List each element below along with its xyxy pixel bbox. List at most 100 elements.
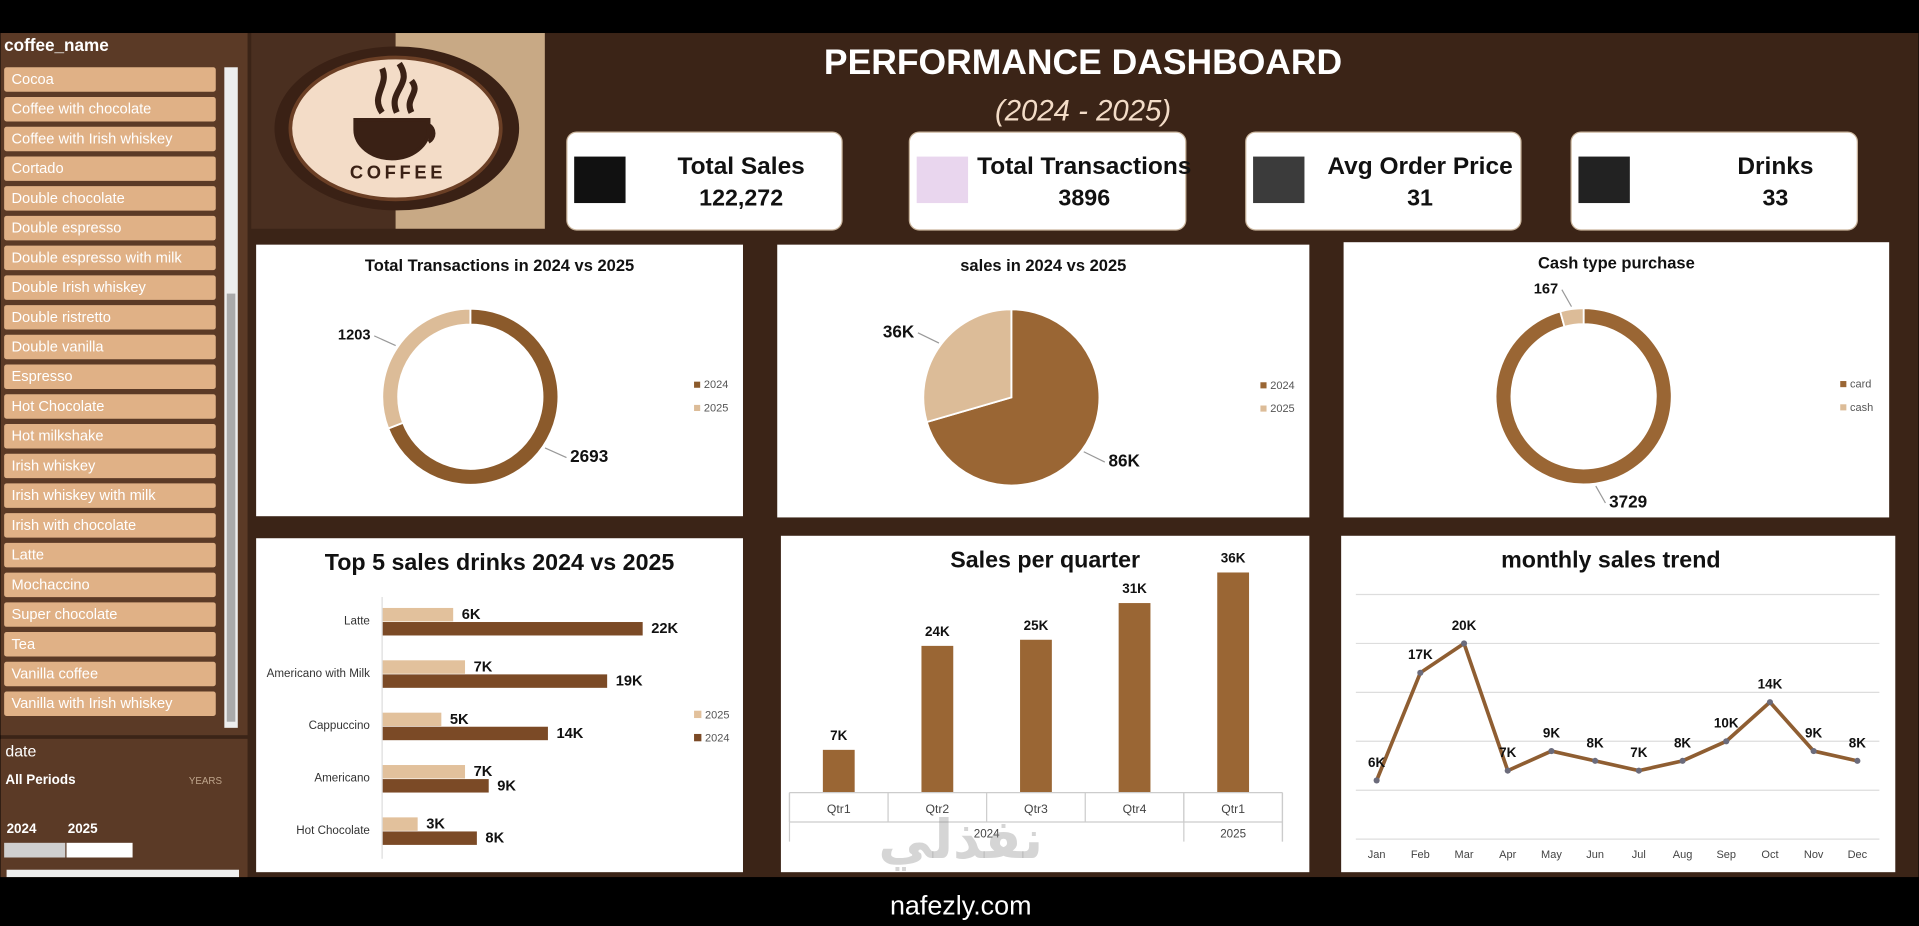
slicer-item-label: Super chocolate xyxy=(11,607,117,623)
slicer-item[interactable] xyxy=(4,126,216,152)
x-tick-label: Jan xyxy=(1368,849,1386,861)
kpi-card xyxy=(1245,131,1522,231)
logo-steam xyxy=(374,61,418,115)
slicer-item-label: Vanilla coffee xyxy=(11,666,98,682)
slicer-item[interactable] xyxy=(4,394,216,419)
slicer-item[interactable] xyxy=(4,423,216,449)
period-label: All Periods xyxy=(5,772,75,787)
slicer-item[interactable] xyxy=(4,483,216,508)
slicer-item-label: Irish with chocolate xyxy=(11,518,136,534)
data-label: 8K xyxy=(1587,735,1604,750)
data-label: 5K xyxy=(450,712,469,728)
data-label: 7K xyxy=(1630,745,1647,760)
timeline-bar[interactable] xyxy=(4,842,66,858)
point xyxy=(1592,757,1599,764)
slicer-item-label: Double chocolate xyxy=(11,191,124,207)
point xyxy=(1504,767,1511,774)
slicer-item[interactable] xyxy=(4,215,216,241)
slicer-item[interactable] xyxy=(4,186,216,211)
legend-label: 2025 xyxy=(705,710,729,722)
point xyxy=(1679,757,1686,764)
slicer-item[interactable] xyxy=(4,572,216,598)
kpi-label: Avg Order Price xyxy=(1327,153,1512,180)
slicer-item[interactable] xyxy=(4,542,216,568)
category-label: Latte xyxy=(344,614,370,627)
slicer-item[interactable] xyxy=(4,602,216,627)
data-label: 36K xyxy=(883,322,915,341)
slicer-item[interactable] xyxy=(4,245,216,271)
slicer-item[interactable] xyxy=(4,691,216,716)
data-label: 14K xyxy=(556,726,583,742)
x-tick-label: Feb xyxy=(1411,849,1430,861)
legend-swatch xyxy=(1840,381,1847,388)
bar xyxy=(382,622,643,636)
slicer-item-label: Irish whiskey xyxy=(11,458,96,474)
category-label: Cappuccino xyxy=(309,719,370,732)
legend-swatch xyxy=(1260,382,1267,389)
kpi-row: Total Sales 122,272 Total Transactions 3896… xyxy=(566,131,1858,231)
kpi-value: 33 xyxy=(1762,185,1788,211)
chart-title: sales in 2024 vs 2025 xyxy=(960,257,1126,275)
data-label: 3K xyxy=(426,817,445,833)
bar xyxy=(382,674,608,688)
kpi-icon xyxy=(1253,156,1305,204)
data-label: 25K xyxy=(1024,618,1049,633)
logo-cup xyxy=(353,118,436,161)
legend-label: 2024 xyxy=(704,379,728,391)
point xyxy=(1810,748,1817,755)
kpi-icon xyxy=(574,156,626,204)
data-label: 36K xyxy=(1221,551,1246,566)
kpi-card xyxy=(908,131,1187,231)
data-label: 3729 xyxy=(1609,493,1647,512)
dashboard-subtitle: (2024 - 2025) xyxy=(995,94,1171,127)
data-label: 24K xyxy=(925,624,950,639)
kpi-label: Total Sales xyxy=(678,153,805,180)
slicer-item[interactable] xyxy=(4,156,216,181)
data-label: 31K xyxy=(1122,581,1147,596)
legend-label: cash xyxy=(1850,402,1873,414)
slicer-item-label: Mochaccino xyxy=(11,577,89,593)
slicer-item[interactable] xyxy=(4,97,216,122)
slicer-item[interactable] xyxy=(4,67,216,92)
chart: Cash type purchase 3729 card 167 cash xyxy=(1343,242,1890,518)
kpi-value: 3896 xyxy=(1058,185,1110,211)
category-label: Americano with Milk xyxy=(267,667,370,680)
point xyxy=(1460,640,1468,647)
period-unit[interactable]: YEARS xyxy=(189,776,223,787)
x-tick-label: Qtr3 xyxy=(1024,802,1048,816)
logo-text: COFFEE xyxy=(350,162,446,183)
slicer-item[interactable] xyxy=(4,305,216,330)
point xyxy=(1766,699,1774,706)
slicer-item[interactable] xyxy=(4,661,216,687)
slicer-item-label: Coffee with Irish whiskey xyxy=(11,131,173,147)
timeline-scroll[interactable] xyxy=(6,869,240,878)
slicer-item[interactable] xyxy=(4,364,216,389)
slicer-item[interactable] xyxy=(4,632,216,657)
kpi-value: 122,272 xyxy=(699,185,783,211)
watermark: nafezly.com xyxy=(890,891,1032,921)
data-label: 9K xyxy=(1805,725,1822,740)
bar xyxy=(382,831,477,845)
slicer-item-label: Cortado xyxy=(11,161,63,177)
legend-label: 2025 xyxy=(704,402,728,414)
slicer-item[interactable] xyxy=(4,275,216,300)
x-tick-label: Mar xyxy=(1455,849,1474,861)
bar xyxy=(921,645,954,793)
bar xyxy=(382,607,454,622)
data-label: 7K xyxy=(1499,745,1516,760)
leader-line xyxy=(917,332,940,344)
legend-swatch xyxy=(694,381,701,388)
bar xyxy=(1118,603,1151,793)
scroll-thumb[interactable] xyxy=(226,293,236,722)
leader-line xyxy=(1595,485,1606,504)
data-label: 2693 xyxy=(570,447,608,466)
slicer-item[interactable] xyxy=(4,513,216,538)
bar xyxy=(822,749,855,793)
pie-slice xyxy=(922,308,1013,424)
year-label: 2025 xyxy=(68,821,98,836)
timeline-bar[interactable] xyxy=(66,842,133,858)
slicer-item[interactable] xyxy=(4,334,216,360)
slicer-item[interactable] xyxy=(4,453,216,479)
